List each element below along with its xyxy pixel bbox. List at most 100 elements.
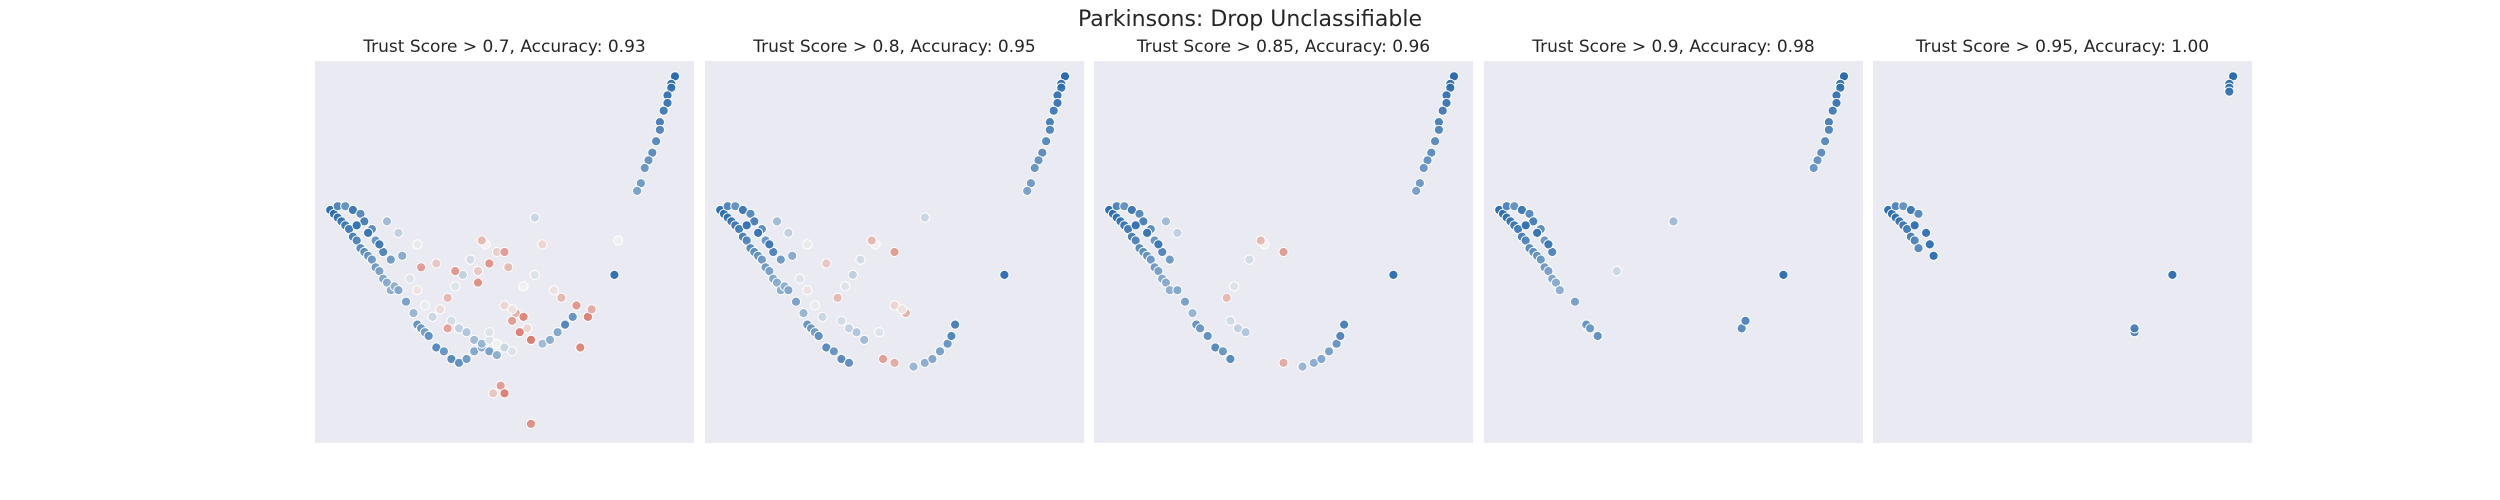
scatter-point: [1229, 281, 1240, 292]
scatter-point: [514, 327, 525, 338]
scatter-point: [908, 361, 919, 372]
scatter-point: [412, 285, 423, 296]
scatter-point: [632, 185, 643, 196]
scatter-point: [1928, 250, 1939, 261]
scatter-point: [575, 342, 586, 353]
scatter-point: [560, 319, 571, 330]
scatter-point: [771, 216, 783, 227]
scatter-point: [639, 162, 650, 174]
scatter-point: [438, 346, 449, 357]
scatter-point: [435, 304, 446, 315]
scatter-point: [802, 239, 813, 250]
panel-3: Trust Score > 0.85, Accuracy: 0.96: [1094, 37, 1473, 443]
panel-title: Trust Score > 0.95, Accuracy: 1.00: [1915, 37, 2209, 57]
scatter-point: [843, 357, 855, 368]
scatter-point: [427, 311, 438, 322]
scatter-point: [798, 308, 809, 319]
scatter-point: [525, 418, 537, 429]
scatter-point: [813, 330, 824, 342]
scatter-point: [1543, 239, 1554, 250]
scatter-point: [503, 262, 514, 273]
panels-group: Trust Score > 0.7, Accuracy: 0.93 Trust S…: [315, 37, 2252, 443]
scatter-point: [950, 319, 961, 330]
scatter-point: [1585, 323, 1596, 334]
scatter-point: [828, 346, 840, 357]
scatter-point: [874, 327, 885, 338]
scatter-point: [416, 262, 427, 273]
scatter-point: [1130, 220, 1141, 231]
scatter-point: [1195, 323, 1206, 334]
panel-4: Trust Score > 0.9, Accuracy: 0.98: [1484, 37, 1863, 443]
scatter-point: [878, 353, 889, 365]
scatter-point: [859, 334, 870, 345]
scatter-point: [866, 235, 877, 246]
scatter-point: [506, 315, 518, 326]
scatter-point: [1808, 162, 1819, 174]
scatter-point: [548, 285, 559, 296]
scatter-point: [651, 136, 662, 147]
scatter-point: [832, 292, 843, 303]
scatter-point: [927, 353, 938, 365]
scatter-point: [840, 281, 851, 292]
scatter-point: [1244, 254, 1255, 265]
panel-title: Trust Score > 0.9, Accuracy: 0.98: [1531, 37, 1814, 57]
scatter-point: [1909, 220, 1920, 231]
scatter-point: [484, 258, 495, 269]
scatter-point: [1297, 361, 1308, 372]
scatter-point: [1142, 227, 1153, 238]
scatter-point: [529, 269, 540, 280]
scatter-point: [381, 216, 393, 227]
scatter-point: [385, 254, 396, 265]
scatter-point: [1335, 330, 1346, 342]
scatter-point: [1164, 254, 1175, 265]
scatter-point: [400, 296, 412, 307]
scatter-point: [442, 323, 453, 334]
scatter-point: [783, 285, 794, 296]
scatter-point: [855, 254, 866, 265]
scatter-point: [1278, 246, 1289, 258]
scatter-point: [1532, 227, 1543, 238]
scatter-point: [552, 327, 563, 338]
scatter-point: [1592, 330, 1603, 342]
panel-title: Trust Score > 0.85, Accuracy: 0.96: [1136, 37, 1430, 57]
scatter-point: [1569, 296, 1581, 307]
scatter-point: [809, 300, 821, 311]
scatter-point: [408, 308, 419, 319]
scatter-point: [1388, 269, 1399, 280]
scatter-point: [419, 300, 430, 311]
scatter-point: [506, 304, 518, 315]
scatter-point: [567, 311, 578, 322]
scatter-point: [1323, 346, 1335, 357]
scatter-point: [499, 388, 510, 399]
scatter-point: [1913, 208, 1924, 219]
scatter-point: [1740, 315, 1751, 326]
panel-1: Trust Score > 0.7, Accuracy: 0.93: [315, 37, 694, 443]
scatter-point: [423, 330, 434, 342]
scatter-point: [1339, 319, 1350, 330]
scatter-point: [1044, 124, 1056, 135]
scatter-point: [1179, 296, 1191, 307]
scatter-point: [1520, 220, 1531, 231]
scatter-point: [1820, 136, 1831, 147]
scatter-point: [1913, 243, 1924, 254]
scatter-point: [1411, 185, 1422, 196]
scatter-point: [1778, 269, 1789, 280]
scatter-point: [450, 266, 461, 277]
scatter-point: [1029, 162, 1040, 174]
scatter-point: [1225, 353, 1236, 365]
scatter-point: [741, 220, 752, 231]
scatter-point: [518, 281, 529, 292]
scatter-point: [753, 227, 764, 238]
scatter-point: [393, 227, 404, 238]
scatter-point: [609, 269, 620, 280]
scatter-point: [525, 334, 537, 345]
scatter-point: [351, 220, 362, 231]
scatter-point: [1187, 308, 1198, 319]
scatter-point: [556, 292, 567, 303]
scatter-point: [476, 235, 487, 246]
scatter-point: [889, 246, 900, 258]
scatter-point: [499, 246, 510, 258]
scatter-point: [465, 254, 476, 265]
scatter-point: [851, 327, 862, 338]
scatter-point: [1217, 346, 1229, 357]
